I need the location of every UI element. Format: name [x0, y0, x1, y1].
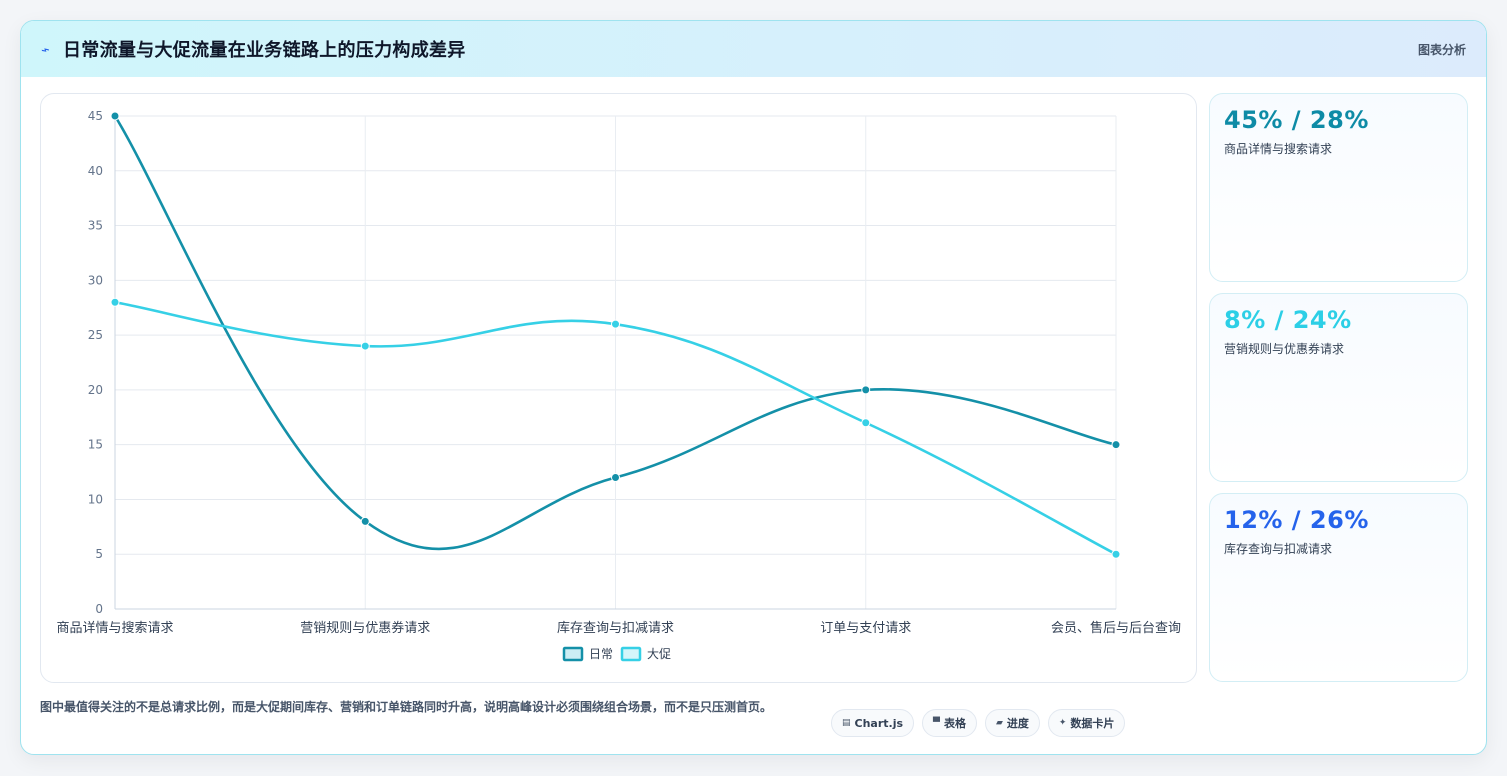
- series-line-daily: [113, 115, 1117, 551]
- legend-swatch: [562, 646, 584, 662]
- pill-table[interactable]: ▀ 表格: [922, 709, 977, 737]
- pill-label: 数据卡片: [1070, 717, 1115, 730]
- pill-label: 进度: [1006, 717, 1029, 730]
- y-tick-label: 25: [88, 328, 103, 342]
- x-tick-label: 营销规则与优惠券请求: [300, 620, 430, 636]
- chart-card: ⌁ 日常流量与大促流量在业务链路上的压力构成差异 图表分析 0 5 10 15 20 25…: [20, 20, 1487, 755]
- pill-label: 表格: [943, 717, 966, 730]
- chart-legend: 日常 大促: [562, 646, 671, 662]
- card-title: 日常流量与大促流量在业务链路上的压力构成差异: [63, 40, 466, 61]
- data-point: [360, 516, 370, 526]
- y-tick-label: 30: [88, 273, 103, 287]
- feature-pills: ▤ Chart.js ▀ 表格 ▰ 进度 ✦ 数据卡片: [831, 709, 1126, 737]
- data-point: [611, 473, 620, 483]
- data-point: [1111, 549, 1121, 559]
- legend-label: 大促: [647, 647, 671, 661]
- x-tick-label: 商品详情与搜索请求: [56, 621, 173, 636]
- stat-label: 库存查询与扣减请求: [1224, 542, 1333, 556]
- stat-value: 12% / 26%: [1224, 506, 1369, 534]
- data-point: [360, 341, 370, 351]
- stat-value: 45% / 28%: [1224, 106, 1369, 134]
- x-tick-label: 会员、售后与后台查询: [1051, 620, 1181, 636]
- y-tick-label: 35: [88, 219, 103, 233]
- y-tick-label: 40: [88, 164, 103, 178]
- pill-data-card[interactable]: ✦ 数据卡片: [1047, 709, 1126, 737]
- stat-label: 营销规则与优惠券请求: [1224, 342, 1345, 356]
- table-icon: ▀: [933, 718, 940, 728]
- x-tick-label: 库存查询与扣减请求: [557, 620, 674, 636]
- data-point: [611, 319, 620, 329]
- pill-chartjs[interactable]: ▤ Chart.js: [831, 709, 915, 737]
- chart-insight-note: 图中最值得关注的不是总请求比例，而是大促期间库存、营销和订单链路同时升高，说明高…: [40, 700, 773, 714]
- line-chart-panel: 0 5 10 15 20 25 30 35 40 45 商品详情与搜索请求 营销规则与优惠券请求 库存查…: [40, 93, 1197, 683]
- y-tick-label: 15: [88, 438, 103, 452]
- pill-progress[interactable]: ▰ 进度: [984, 709, 1040, 737]
- data-point: [861, 418, 871, 428]
- pill-label: Chart.js: [854, 716, 904, 730]
- stat-value: 8% / 24%: [1224, 306, 1352, 334]
- y-tick-label: 20: [88, 383, 103, 397]
- legend-swatch: [620, 646, 642, 662]
- data-point: [110, 111, 120, 121]
- analysis-tag: 图表分析: [1417, 42, 1466, 57]
- stat-card-detail-search: 45% / 28% 商品详情与搜索请求: [1209, 93, 1468, 282]
- y-tick-label: 0: [95, 602, 103, 616]
- line-chart: 0 5 10 15 20 25 30 35 40 45 商品详情与搜索请求 营销规则与优惠券请求 库存查…: [56, 109, 1181, 662]
- data-point: [1111, 440, 1121, 450]
- progress-icon: ▰: [995, 718, 1003, 728]
- y-tick-label: 45: [88, 109, 103, 123]
- chart-icon: ▤: [842, 718, 851, 728]
- card-header: ⌁ 日常流量与大促流量在业务链路上的压力构成差异 图表分析: [21, 21, 1486, 77]
- x-tick-label: 订单与支付请求: [820, 621, 911, 636]
- sparkle-icon: ✦: [1058, 718, 1067, 728]
- stat-card-marketing: 8% / 24% 营销规则与优惠券请求: [1209, 293, 1468, 482]
- y-tick-label: 10: [88, 492, 103, 506]
- data-point: [861, 385, 871, 395]
- data-point: [110, 297, 120, 307]
- legend-label: 日常: [589, 647, 613, 661]
- stat-label: 商品详情与搜索请求: [1224, 142, 1333, 156]
- y-tick-label: 5: [95, 547, 103, 561]
- stat-card-inventory: 12% / 26% 库存查询与扣减请求: [1209, 493, 1468, 682]
- bolt-icon: ⌁: [38, 41, 53, 60]
